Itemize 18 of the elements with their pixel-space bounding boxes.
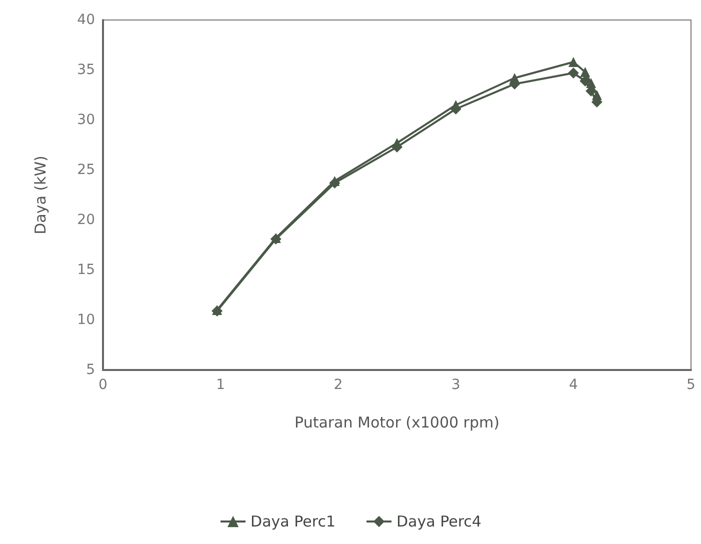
x-tick-label: 2 bbox=[334, 377, 343, 393]
y-tick-label: 5 bbox=[86, 362, 95, 378]
y-tick-label: 40 bbox=[77, 12, 95, 28]
y-tick-label: 20 bbox=[77, 212, 95, 228]
y-axis-title: Daya (kW) bbox=[32, 156, 50, 234]
legend-label: Daya Perc1 bbox=[250, 512, 336, 530]
y-tick-label: 35 bbox=[77, 62, 95, 78]
x-tick-label: 4 bbox=[568, 377, 578, 393]
y-tick-label: 10 bbox=[77, 312, 95, 328]
y-tick-label: 30 bbox=[77, 112, 95, 128]
x-tick-label: 5 bbox=[686, 377, 696, 393]
y-tick-label: 25 bbox=[77, 162, 95, 178]
x-tick-label: 0 bbox=[98, 377, 108, 393]
y-tick-label: 15 bbox=[77, 262, 95, 278]
legend-label: Daya Perc4 bbox=[396, 512, 482, 530]
x-tick-label: 3 bbox=[451, 377, 460, 393]
x-tick-label: 1 bbox=[216, 377, 226, 393]
x-axis-title: Putaran Motor (x1000 rpm) bbox=[294, 414, 500, 432]
